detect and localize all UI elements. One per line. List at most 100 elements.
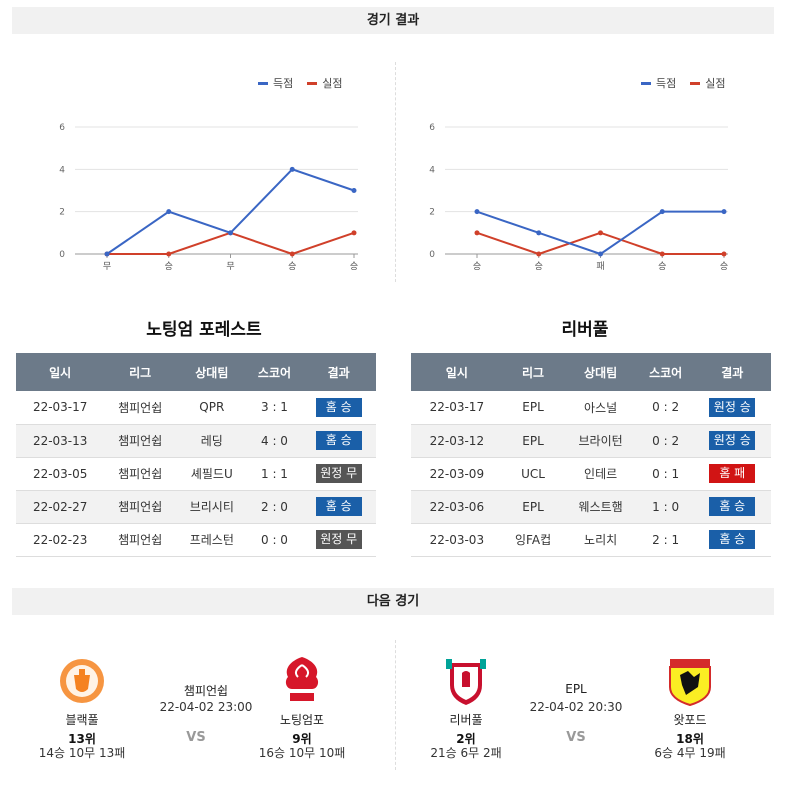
x-tick-label: 승 xyxy=(473,261,481,272)
table-row: 22-03-05 챔피언쉽 셰필드U 1 : 1 원정 무 xyxy=(16,457,376,491)
row-score: 4 : 0 xyxy=(247,424,302,458)
next-match-2: 리버풀 2위 21승 6무 2패 EPL 22-04-02 20:30 VS 왓… xyxy=(405,640,775,770)
scored-point xyxy=(351,188,357,193)
row-opponent: 웨스트햄 xyxy=(563,490,638,524)
x-tick-label: 승 xyxy=(288,261,296,272)
result-badge: 원정 승 xyxy=(709,431,756,450)
blackpool-crest-icon xyxy=(60,659,104,703)
chart-nottingham: 득점 실점 0 2 4 6 무 승 무 승 승 xyxy=(12,50,392,290)
next-match-section-header: 다음 경기 xyxy=(12,588,774,615)
scored-point xyxy=(474,209,480,215)
table-row: 22-03-03 잉FA컵 노리치 2 : 1 홈 승 xyxy=(411,523,771,557)
home-team-rank: 13위 xyxy=(68,732,96,746)
row-league: EPL xyxy=(502,391,564,425)
row-league: 챔피언쉽 xyxy=(104,391,176,425)
conceded-series-line xyxy=(476,231,724,256)
result-badge: 홈 승 xyxy=(315,497,362,516)
vs-label: VS xyxy=(186,730,206,745)
table-row: 22-03-13 챔피언쉽 레딩 4 : 0 홈 승 xyxy=(16,424,376,458)
row-opponent: 노리치 xyxy=(563,523,638,557)
row-opponent: 셰필드U xyxy=(175,457,248,491)
row-date: 22-03-12 xyxy=(411,424,503,458)
nottingham-forest-crest-icon xyxy=(285,657,319,701)
col-result: 결과 xyxy=(693,353,771,391)
row-score: 1 : 1 xyxy=(247,457,302,491)
col-score: 스코어 xyxy=(637,353,694,391)
row-score: 2 : 1 xyxy=(637,523,694,557)
x-tick-label: 승 xyxy=(658,261,666,272)
match-datetime: 22-04-02 20:30 xyxy=(529,700,623,714)
x-tick-label: 승 xyxy=(350,261,358,272)
col-date: 일시 xyxy=(16,353,105,391)
conceded-point xyxy=(536,251,542,257)
chart-legend: 득점 실점 xyxy=(641,75,726,91)
row-opponent: 인테르 xyxy=(563,457,638,491)
row-score: 0 : 2 xyxy=(637,424,694,458)
conceded-point xyxy=(289,251,295,257)
scored-point xyxy=(721,209,727,215)
away-team-record: 16승 10무 10패 xyxy=(258,746,346,760)
row-league: 챔피언쉽 xyxy=(104,424,176,458)
scored-point xyxy=(228,230,233,236)
y-tick-label: 6 xyxy=(429,123,435,133)
match-league: EPL xyxy=(565,682,587,696)
legend-scored-label: 득점 xyxy=(273,77,294,90)
watford-crest-icon xyxy=(669,659,711,707)
chart-liverpool: 득점 실점 0 2 4 6 승 승 패 승 승 xyxy=(400,50,780,290)
conceded-point xyxy=(474,230,480,236)
y-tick-label: 2 xyxy=(429,208,435,218)
chart-legend: 득점 실점 xyxy=(258,75,343,91)
result-badge: 홈 패 xyxy=(709,464,756,483)
conceded-point xyxy=(166,251,172,257)
row-date: 22-03-05 xyxy=(16,457,105,491)
next-match-1: 블랙풀 13위 14승 10무 13패 챔피언쉽 22-04-02 23:00 … xyxy=(20,640,390,770)
conceded-point xyxy=(598,230,603,236)
x-tick-label: 승 xyxy=(165,261,173,272)
y-tick-label: 2 xyxy=(59,208,65,218)
row-league: 챔피언쉽 xyxy=(104,523,176,557)
line-chart-svg: 0 2 4 6 무 승 무 승 승 xyxy=(59,123,358,272)
scored-point xyxy=(166,209,172,215)
row-score: 2 : 0 xyxy=(247,490,302,524)
away-team-rank: 9위 xyxy=(292,732,312,746)
table-row: 22-03-17 챔피언쉽 QPR 3 : 1 홈 승 xyxy=(16,391,376,425)
row-result: 홈 승 xyxy=(301,490,376,524)
x-tick-label: 무 xyxy=(226,261,234,272)
y-tick-label: 0 xyxy=(429,250,435,260)
row-result: 홈 패 xyxy=(693,457,771,491)
result-badge: 홈 승 xyxy=(315,431,362,450)
scored-point xyxy=(289,166,295,172)
result-badge: 홈 승 xyxy=(709,530,756,549)
y-tick-label: 6 xyxy=(59,123,65,133)
col-score: 스코어 xyxy=(247,353,302,391)
col-league: 리그 xyxy=(502,353,564,391)
y-tick-label: 0 xyxy=(59,250,65,260)
row-date: 22-03-13 xyxy=(16,424,105,458)
row-opponent: QPR xyxy=(175,391,248,425)
row-league: 챔피언쉽 xyxy=(104,457,176,491)
row-opponent: 브리시티 xyxy=(175,490,248,524)
line-chart-svg: 0 2 4 6 승 승 패 승 승 xyxy=(429,123,728,272)
results-table-liverpool: 일시 리그 상대팀 스코어 결과 22-03-17 EPL 아스널 0 : 2 원정 승… xyxy=(411,353,771,557)
liverpool-crest-icon xyxy=(446,659,486,705)
row-date: 22-02-23 xyxy=(16,523,105,557)
row-opponent: 프레스턴 xyxy=(175,523,248,557)
table-row: 22-03-12 EPL 브라이턴 0 : 2 원정 승 xyxy=(411,424,771,458)
scored-point xyxy=(104,251,110,257)
row-date: 22-03-06 xyxy=(411,490,503,524)
legend-conceded-label: 실점 xyxy=(322,77,343,90)
home-team-rank: 2위 xyxy=(456,732,476,746)
row-league: UCL xyxy=(502,457,564,491)
row-result: 홈 승 xyxy=(301,424,376,458)
y-tick-label: 4 xyxy=(59,165,65,175)
conceded-legend-swatch xyxy=(307,81,318,85)
scored-point xyxy=(536,230,542,236)
away-team-record: 6승 4무 19패 xyxy=(654,746,726,760)
col-date: 일시 xyxy=(411,353,503,391)
row-result: 원정 무 xyxy=(301,523,376,557)
conceded-point xyxy=(351,230,357,236)
table-row: 22-02-23 챔피언쉽 프레스턴 0 : 0 원정 무 xyxy=(16,523,376,557)
row-date: 22-03-17 xyxy=(411,391,503,425)
away-team-rank: 18위 xyxy=(676,732,704,746)
